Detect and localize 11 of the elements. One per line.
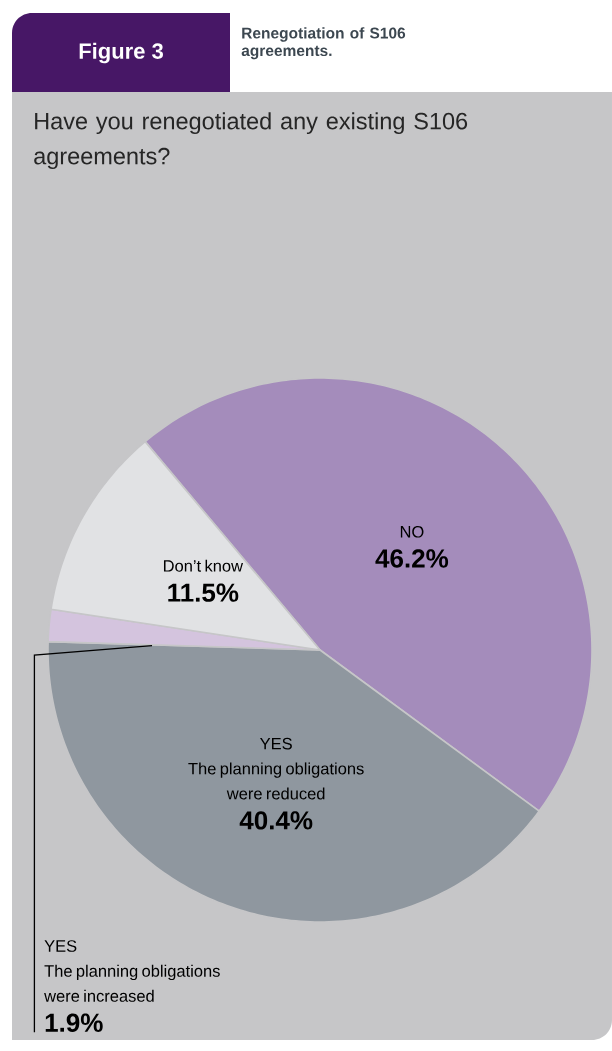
data-label: 1.9% [45,1013,103,1032]
slice-label: YES The planning obligations were increased [44,940,220,1002]
data-label: 40.4% [239,811,313,830]
caption: Figure 3 [79,42,163,64]
chart-title: Renegotiation of S106 agreements. [241,27,406,60]
data-label: 46.2% [375,549,449,568]
slice-label: YES The planning obligations were reduced [188,737,364,800]
slice-label: NO [400,525,424,538]
chart-subtitle: Have you renegotiated any existing S106 agreements? [34,112,468,170]
slice-label: Don’t know [163,559,244,572]
data-label: 11.5% [168,583,239,602]
